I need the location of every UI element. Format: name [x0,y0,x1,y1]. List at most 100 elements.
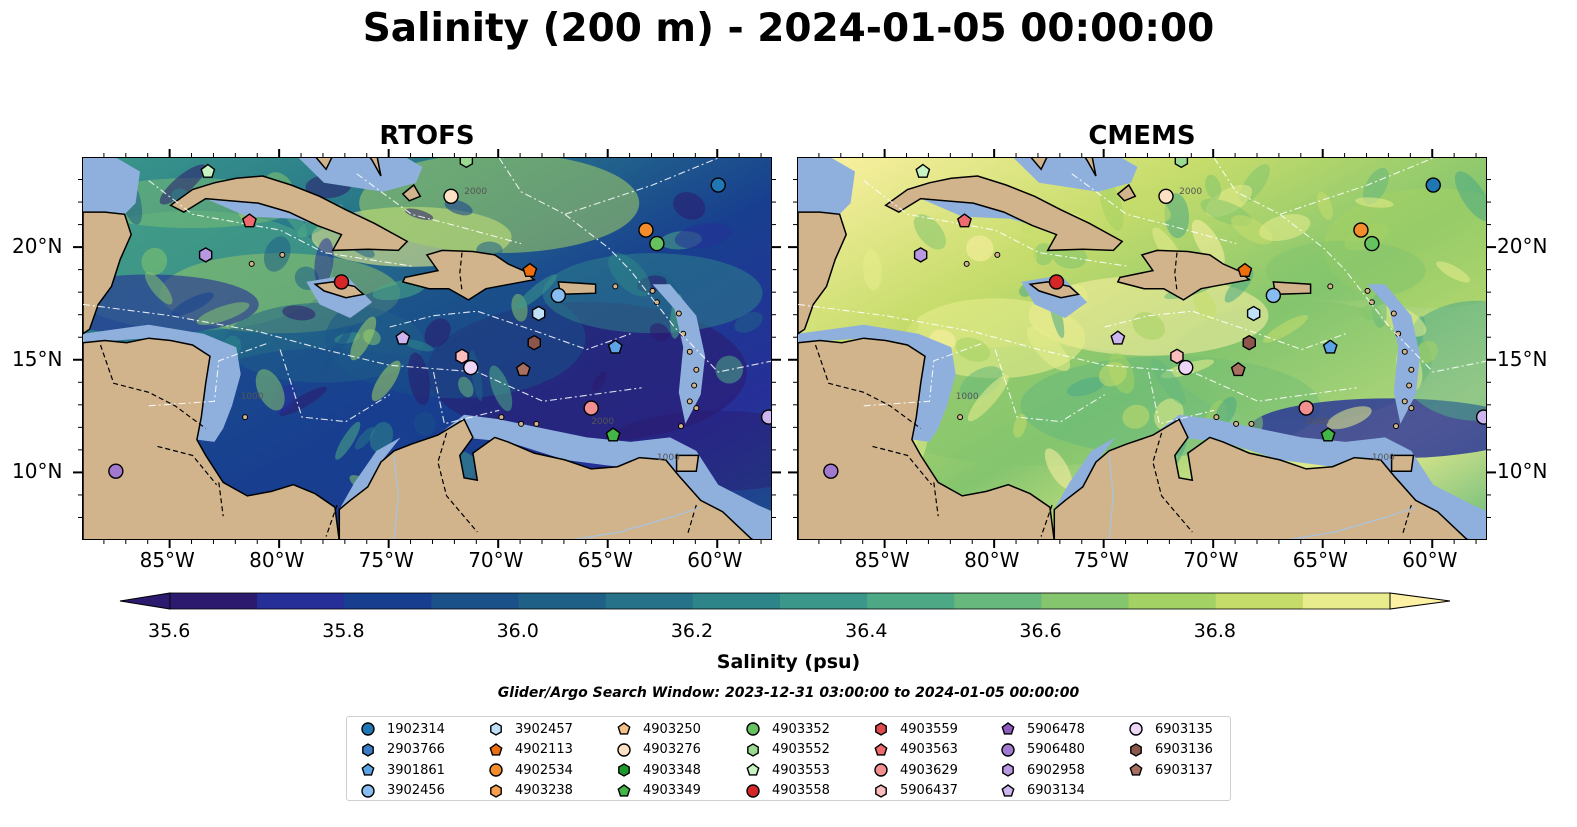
eddy [1215,396,1237,427]
legend-item: 4902113 [487,741,573,759]
float-marker-5906480 [823,463,839,479]
float-marker-6903135 [463,359,479,376]
eez-boundary [83,303,642,402]
lon-tick-label: 60°W [1402,548,1458,572]
float-marker-4903558 [333,274,350,290]
eddy [403,339,434,352]
eddy [1151,358,1186,405]
legend-marker-pentagon-icon [617,722,631,735]
eddy [913,214,946,250]
eddy [144,271,173,305]
eddy [458,376,474,398]
eez-boundary [564,213,771,373]
colorbar-tick-label: 36.8 [1193,620,1237,642]
float-marker-6903136 [527,334,541,351]
map-cmems[interactable]: 1000 2000 1000 2000 [797,157,1487,540]
eddy [350,316,377,361]
legend-item: 4903276 [615,741,701,759]
country-border [814,344,922,429]
eez-boundary [1104,310,1346,351]
island [1327,283,1334,290]
river [1288,506,1416,539]
island [242,414,249,421]
country-border [933,482,939,517]
colorbar-segment [605,593,694,609]
legend-label: 4902534 [515,762,573,778]
island [248,260,255,267]
legend-marker-pentagon-icon [617,783,631,797]
lon-tick-label: 75°W [1073,548,1129,572]
legend-item: 4902534 [487,761,573,779]
eddy [673,192,706,220]
eddy [674,223,732,249]
float-marker-4903558 [1048,274,1065,290]
eez-boundary [863,342,985,407]
island [691,382,698,389]
eddy [516,274,557,309]
lat-tick-label: 15°N [12,346,63,371]
colorbar-segment [518,593,607,609]
float-marker-6903136 [1242,334,1256,351]
legend-marker-hexagon-icon [362,742,374,757]
land-centralAmerica [798,337,1055,539]
float-marker-6903137 [515,361,531,377]
eddy [282,305,316,321]
contour-label: 1000 [1372,453,1395,463]
land-jamaica [313,281,366,299]
country-border [99,344,207,429]
country-border [459,252,463,291]
legend-marker-hexagon-icon [1002,763,1014,777]
float-marker-4903552 [459,158,474,169]
eddy [1052,244,1088,269]
eddy [1193,289,1217,320]
colorbar-segment [692,593,781,609]
shelf-antillesShelf [652,284,706,424]
land-bahamas1 [315,158,333,171]
eez-boundary [148,342,270,407]
land-bahamas2 [1084,158,1097,177]
legend-item: 6902958 [999,761,1085,779]
float-marker-5906437 [1170,348,1184,365]
legend-marker-hexagon-icon [875,722,887,736]
eddy [715,355,743,384]
colorbar-label: Salinity (psu) [716,651,861,673]
legend-item: 3902457 [487,720,573,738]
legend-item: 4903352 [744,720,830,738]
eez-boundary [498,158,719,215]
colorbar-extend-high [1389,592,1451,610]
colorbar [119,592,1451,610]
island [649,287,656,294]
legend-marker-circle-icon [489,763,503,777]
float-marker-4903563 [241,213,257,228]
legend-label: 3901861 [387,762,445,778]
legend-marker-circle-icon [746,783,760,798]
contour-label: 2000 [1179,187,1202,197]
eddy [966,235,994,262]
colorbar-tick-label: 36.4 [845,620,888,642]
country-border [218,482,224,517]
eddy [1013,413,1027,438]
colorbar-tick-label: 36.2 [670,620,714,642]
eddy [734,311,763,333]
legend-label: 4903348 [643,762,701,778]
float-marker-extra-1 [1475,409,1486,425]
lon-tick-label: 60°W [687,548,743,572]
land-bahamas3 [1116,183,1137,202]
island [957,414,964,421]
eddy [255,369,285,411]
legend-label: 4903352 [772,721,830,737]
legend-marker-pentagon-icon [874,742,888,756]
map-rtofs[interactable]: 1000 2000 1000 2000 [82,157,772,540]
legend-label: 3902457 [515,721,573,737]
eez-boundary [1279,213,1486,373]
eddy [141,247,168,276]
float-marker-6902958 [913,247,928,263]
float-marker-4903553 [200,163,216,178]
island [279,251,286,258]
legend-label: 4903552 [772,742,830,757]
contour-label: 2000 [591,417,614,427]
float-marker-4903552 [1174,158,1189,169]
lon-tick-label: 65°W [577,548,633,572]
land-bahamas2 [369,158,382,177]
eddy [1317,191,1333,220]
